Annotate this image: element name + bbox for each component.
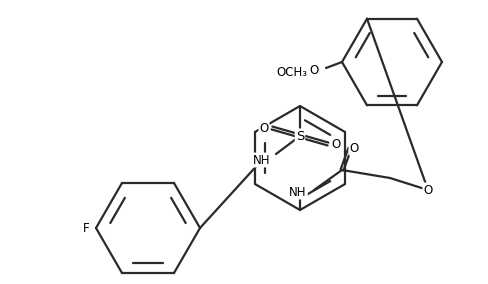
Text: S: S — [295, 130, 304, 143]
Text: F: F — [82, 222, 89, 235]
Text: O: O — [348, 141, 358, 154]
Text: NH: NH — [289, 185, 306, 199]
Text: O: O — [309, 64, 318, 76]
Text: O: O — [259, 122, 268, 135]
Text: OCH₃: OCH₃ — [276, 66, 307, 78]
Text: NH: NH — [253, 153, 270, 166]
Text: O: O — [331, 137, 340, 151]
Text: O: O — [423, 183, 432, 197]
